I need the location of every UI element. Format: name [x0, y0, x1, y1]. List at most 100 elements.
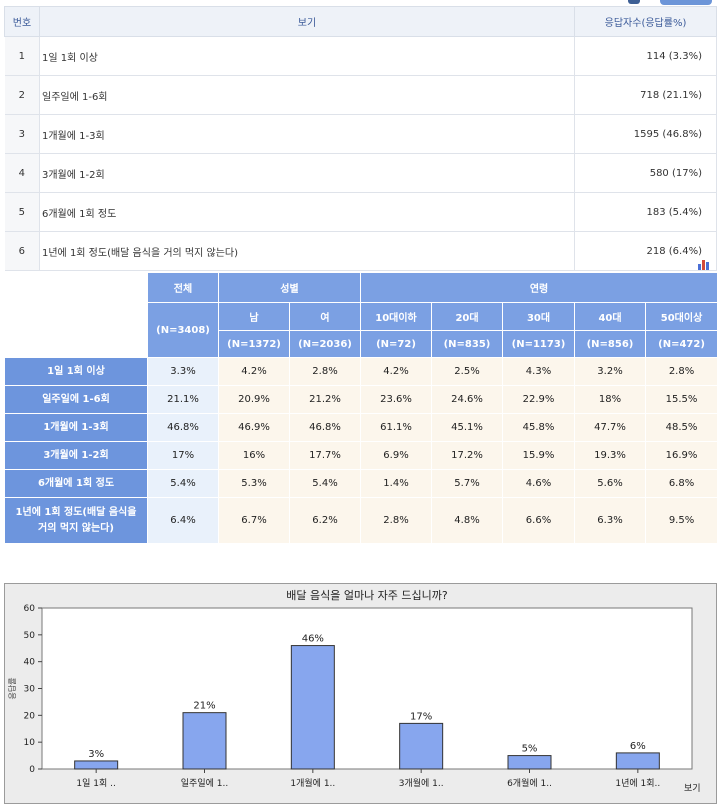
group-n: (N=1372) [218, 330, 290, 358]
crosstab-row: 1년에 1회 정도(배달 음식을 거의 먹지 않는다) 6.4% 6.7% 6.2% 2… [4, 497, 719, 544]
response-row: 4 3개월에 1-2회 580 (17%) [4, 153, 717, 193]
chart-icon[interactable] [697, 258, 711, 270]
group-label: 남 [218, 302, 290, 331]
chart-title: 배달 음식을 얼마나 자주 드십니까? [286, 588, 448, 602]
crosstab-cell: 6.8% [644, 469, 719, 498]
row-number: 1 [4, 36, 40, 76]
crosstab-cell: 4.2% [218, 357, 290, 386]
group-n: (N=472) [644, 330, 719, 358]
crosstab-table: 전체 성별 연령 (N=3408) 남 여 10대이하 20대 30대 40대 50대이상 … [4, 272, 719, 544]
group-label: 20대 [431, 302, 503, 331]
scroll-button[interactable] [660, 0, 712, 5]
total-header: 전체 [147, 272, 219, 303]
y-tick-label: 0 [29, 765, 35, 775]
bar [290, 645, 335, 770]
x-tick-label: 일주일에 1.. [181, 778, 228, 789]
crosstab-row: 6개월에 1회 정도 5.4% 5.3% 5.4% 1.4% 5.7% 4.6% 5.6% 6.… [4, 469, 719, 498]
data-label: 6% [630, 741, 646, 752]
row-count: 580 (17%) [574, 153, 717, 193]
crosstab-cell: 5.3% [218, 469, 290, 498]
crosstab-cell: 20.9% [218, 385, 290, 414]
header-option: 보기 [39, 6, 575, 37]
row-option: 1개월에 1-3회 [39, 114, 575, 154]
x-tick-label: 6개월에 1.. [507, 777, 552, 789]
group-n: (N=2036) [289, 330, 361, 358]
data-label: 17% [410, 711, 432, 722]
crosstab-cell: 16.9% [644, 441, 719, 470]
crosstab-cell: 4.6% [502, 469, 575, 498]
x-tick-label: 1개월에 1.. [290, 777, 335, 789]
crosstab-cell: 18% [574, 385, 646, 414]
row-number: 2 [4, 75, 40, 115]
row-count: 1595 (46.8%) [574, 114, 717, 154]
age-header: 연령 [359, 272, 719, 303]
response-row: 1 1일 1회 이상 114 (3.3%) [4, 36, 717, 76]
total-n: (N=3408) [147, 302, 219, 358]
group-label: 50대이상 [644, 302, 719, 331]
crosstab-cell: 2.8% [360, 497, 432, 544]
crosstab-cell: 3.2% [574, 357, 646, 386]
row-count: 218 (6.4%) [574, 231, 717, 271]
crosstab-row-label: 1일 1회 이상 [4, 357, 148, 386]
crosstab-row-label: 6개월에 1회 정도 [4, 469, 148, 498]
data-label: 5% [522, 744, 538, 755]
bar [74, 760, 119, 770]
group-n: (N=1173) [502, 330, 575, 358]
crosstab-cell: 16% [218, 441, 290, 470]
group-n: (N=856) [574, 330, 646, 358]
row-option: 6개월에 1회 정도 [39, 192, 575, 232]
crosstab-row-label: 1년에 1회 정도(배달 음식을 거의 먹지 않는다) [4, 497, 148, 544]
bar-chart: 배달 음식을 얼마나 자주 드십니까? 0 10 20 30 40 50 60 응답률 3% 1일 … [7, 588, 701, 794]
row-number: 4 [4, 153, 40, 193]
crosstab-total: 46.8% [147, 413, 219, 442]
group-n: (N=72) [360, 330, 432, 358]
group-label: 40대 [574, 302, 646, 331]
crosstab-row-label: 일주일에 1-6회 [4, 385, 148, 414]
crosstab-total: 3.3% [147, 357, 219, 386]
crosstab-row: 1개월에 1-3회 46.8% 46.9% 46.8% 61.1% 45.1% 45.8% 4… [4, 413, 719, 442]
row-count: 718 (21.1%) [574, 75, 717, 115]
group-label: 10대이하 [360, 302, 432, 331]
plot-area [41, 607, 693, 770]
group-n: (N=835) [431, 330, 503, 358]
crosstab-cell: 61.1% [360, 413, 432, 442]
crosstab-cell: 2.8% [644, 357, 719, 386]
crosstab-total: 6.4% [147, 497, 219, 544]
crosstab-cell: 48.5% [644, 413, 719, 442]
crosstab-cell: 2.5% [431, 357, 503, 386]
data-label: 21% [193, 701, 215, 712]
y-tick-label: 60 [24, 604, 36, 614]
crosstab-cell: 23.6% [360, 385, 432, 414]
crosstab-cell: 15.5% [644, 385, 719, 414]
header-count: 응답자수(응답률%) [574, 6, 717, 37]
x-axis-label: 보기 [684, 783, 701, 794]
crosstab-cell: 4.2% [360, 357, 432, 386]
crosstab-cell: 45.1% [431, 413, 503, 442]
header-no: 번호 [4, 6, 40, 37]
crosstab-cell: 46.8% [289, 413, 361, 442]
y-tick-label: 20 [24, 711, 36, 721]
crosstab-cell: 4.3% [502, 357, 575, 386]
crosstab-row: 1일 1회 이상 3.3% 4.2% 2.8% 4.2% 2.5% 4.3% 3.2% 2.8% [4, 357, 719, 386]
response-row: 5 6개월에 1회 정도 183 (5.4%) [4, 192, 717, 232]
crosstab-row: 일주일에 1-6회 21.1% 20.9% 21.2% 23.6% 24.6% 22.9% 1… [4, 385, 719, 414]
y-tick-label: 40 [24, 658, 36, 668]
row-option: 1년에 1회 정도(배달 음식을 거의 먹지 않는다) [39, 231, 575, 271]
crosstab-cell: 22.9% [502, 385, 575, 414]
crosstab-cell: 19.3% [574, 441, 646, 470]
scroll-indicator [628, 0, 640, 4]
row-count: 114 (3.3%) [574, 36, 717, 76]
crosstab-total: 21.1% [147, 385, 219, 414]
data-label: 46% [302, 634, 324, 645]
crosstab-corner [4, 272, 148, 358]
y-tick-label: 50 [24, 631, 36, 641]
gender-header: 성별 [218, 272, 361, 303]
response-row: 3 1개월에 1-3회 1595 (46.8%) [4, 114, 717, 154]
crosstab-cell: 46.9% [218, 413, 290, 442]
bar [615, 752, 660, 770]
bar [399, 722, 444, 770]
row-number: 3 [4, 114, 40, 154]
crosstab-cell: 9.5% [644, 497, 719, 544]
crosstab-cell: 6.6% [502, 497, 575, 544]
crosstab-cell: 17.2% [431, 441, 503, 470]
